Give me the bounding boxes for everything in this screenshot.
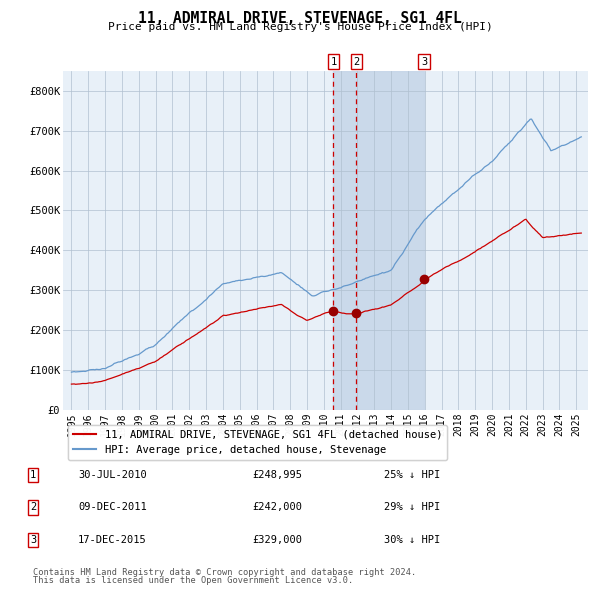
- Text: 30-JUL-2010: 30-JUL-2010: [78, 470, 147, 480]
- Text: £242,000: £242,000: [252, 503, 302, 512]
- Text: 1: 1: [30, 470, 36, 480]
- Text: 09-DEC-2011: 09-DEC-2011: [78, 503, 147, 512]
- Text: Price paid vs. HM Land Registry's House Price Index (HPI): Price paid vs. HM Land Registry's House …: [107, 22, 493, 32]
- Text: 1: 1: [330, 57, 337, 67]
- Text: 29% ↓ HPI: 29% ↓ HPI: [384, 503, 440, 512]
- Text: Contains HM Land Registry data © Crown copyright and database right 2024.: Contains HM Land Registry data © Crown c…: [33, 568, 416, 577]
- Text: 17-DEC-2015: 17-DEC-2015: [78, 535, 147, 545]
- Text: £248,995: £248,995: [252, 470, 302, 480]
- Text: 3: 3: [30, 535, 36, 545]
- Text: 30% ↓ HPI: 30% ↓ HPI: [384, 535, 440, 545]
- Text: 11, ADMIRAL DRIVE, STEVENAGE, SG1 4FL: 11, ADMIRAL DRIVE, STEVENAGE, SG1 4FL: [138, 11, 462, 25]
- Text: 2: 2: [353, 57, 359, 67]
- Text: This data is licensed under the Open Government Licence v3.0.: This data is licensed under the Open Gov…: [33, 576, 353, 585]
- Legend: 11, ADMIRAL DRIVE, STEVENAGE, SG1 4FL (detached house), HPI: Average price, deta: 11, ADMIRAL DRIVE, STEVENAGE, SG1 4FL (d…: [68, 425, 448, 460]
- Text: 3: 3: [421, 57, 427, 67]
- Text: 2: 2: [30, 503, 36, 512]
- Text: £329,000: £329,000: [252, 535, 302, 545]
- Bar: [334, 71, 424, 410]
- Text: 25% ↓ HPI: 25% ↓ HPI: [384, 470, 440, 480]
